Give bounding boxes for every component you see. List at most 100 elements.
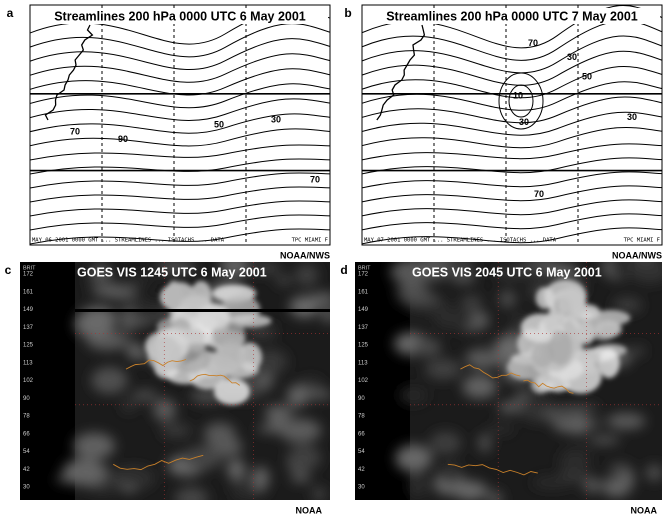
cloud [160,423,192,439]
cloud [609,483,624,497]
scale-label: 137 [358,325,369,331]
streamline [30,214,330,231]
isotach-label: 70 [528,38,538,48]
cloud [609,463,633,476]
cloud [497,402,522,413]
credit: NOAA/NWS [612,250,662,260]
scale-label: 125 [23,343,34,349]
scale-label: 113 [358,360,368,366]
cloud [121,398,136,413]
cloud [478,433,492,453]
coastline [125,359,187,370]
credit: NOAA [631,505,658,515]
cloud [390,262,434,285]
map-footer: TPC MIAMI F [292,238,328,244]
cloud [289,295,320,318]
panel: Streamlines 200 hPa 0000 UTC 7 May 2001 7… [344,4,663,260]
scale-header: BRIT [358,265,371,271]
isotach-label: 30 [271,115,281,125]
cloud [74,310,115,338]
cloud [519,262,535,267]
cloud [454,262,468,273]
cloud [612,296,643,313]
streamline [30,186,330,203]
streamline [30,113,330,134]
cloud [395,444,432,472]
scale-label: 161 [358,289,369,295]
vortex [498,72,544,130]
map-footer: MAY 06 2001 0000 GMT ... STREAMLINES ...… [32,238,225,244]
scale-label: 42 [23,467,30,473]
cloud [213,344,246,371]
streamline [362,111,662,136]
cloud [119,469,154,486]
cloud [311,486,327,500]
cloud [196,303,231,330]
scale-label: 149 [358,307,369,313]
cloud [557,286,587,321]
cloud [399,386,428,405]
cloud [486,490,503,500]
coastline [523,379,574,394]
scale-label: 90 [23,396,30,402]
scale-label: 161 [23,289,34,295]
cloud [424,358,462,380]
cloud [122,273,155,287]
scale-label: 66 [23,431,30,437]
cloud [645,464,662,482]
title-backdrop [364,8,660,24]
panel-label: c [5,263,12,277]
vortex [508,84,534,118]
map-footer: MAY 07 2001 0000 GMT ... STREAMLINES ...… [364,238,557,244]
cloud [498,289,517,309]
map-footer: TPC MIAMI F [624,238,660,244]
cloud [147,336,182,372]
isotach-label: 70 [534,189,544,199]
cloud [412,338,442,357]
isotach-label: 50 [214,119,224,129]
scale-label: 30 [358,485,365,491]
cloud [410,474,426,498]
cloud [90,262,111,283]
streamline [30,200,330,217]
cloud [606,413,646,430]
scan-gap [75,309,330,312]
cloud [531,476,573,489]
streamline [30,228,330,245]
isotach-label: 50 [582,71,592,81]
cloud [488,423,515,434]
map-background [362,5,662,245]
scale-label: 172 [23,272,34,278]
panel-label: b [344,6,351,20]
streamline [362,35,662,74]
streamline [362,185,662,203]
panel: Streamlines 200 hPa 0000 UTC 6 May 2001 7… [7,4,331,260]
cloud [544,310,562,335]
cloud [155,262,197,273]
cloud-mass [506,279,631,394]
cloud [251,262,282,275]
cloud [452,480,488,500]
cloud [275,275,293,286]
cloud [320,305,330,323]
cloud [588,436,620,445]
cloud [630,262,662,284]
scale-label: 54 [358,449,365,455]
coastline [460,364,521,379]
scale-label: 78 [358,414,365,420]
streamline [362,227,662,245]
cloud [583,477,601,494]
cloud [438,462,462,485]
scale-label: 125 [358,343,369,349]
cloud [530,341,555,368]
streamline [362,143,662,161]
cloud [432,307,474,331]
streamline [30,38,330,71]
panel-label: d [340,263,347,277]
scale-label: 113 [23,360,33,366]
panel-frame [361,4,663,246]
cloud [474,345,499,355]
cloud [227,459,246,481]
cloud [513,392,530,404]
